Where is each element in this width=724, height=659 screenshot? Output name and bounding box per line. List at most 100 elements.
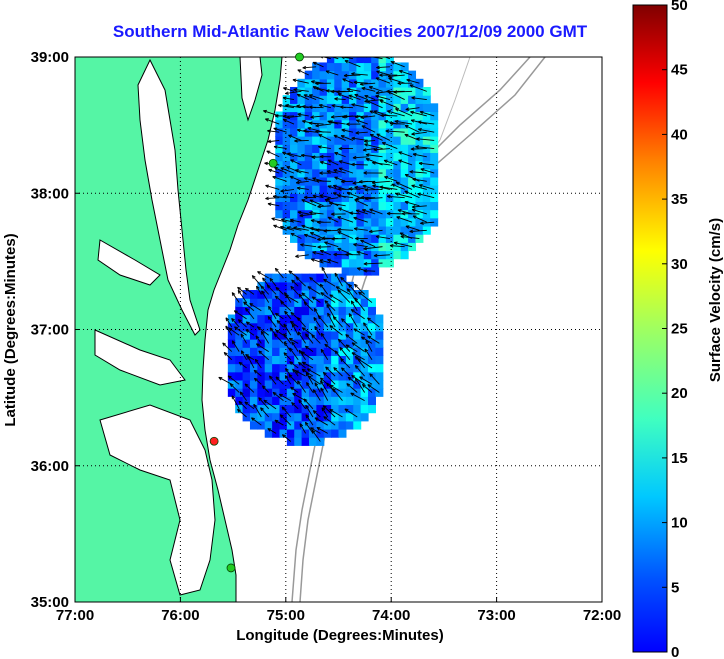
velocity-cell [371, 78, 380, 88]
velocity-arrow-head [305, 345, 309, 348]
velocity-arrow-head [323, 371, 327, 375]
velocity-arrow-head [373, 147, 378, 151]
velocity-arrow [350, 392, 365, 402]
velocity-arrow [283, 87, 295, 92]
velocity-arrow [298, 293, 306, 303]
velocity-arrow-head [346, 122, 350, 125]
velocity-cell [326, 103, 335, 113]
velocity-arrow [354, 186, 368, 190]
velocity-cell [331, 298, 340, 307]
velocity-arrow-head [272, 391, 277, 394]
velocity-arrow-head [245, 354, 250, 356]
velocity-cell [297, 201, 306, 211]
velocity-arrow-head [301, 292, 306, 295]
velocity-cell [282, 136, 291, 145]
velocity-arrow-head [323, 416, 328, 418]
velocity-arrow-head [352, 155, 357, 159]
colorbar [632, 4, 668, 653]
velocity-cell [275, 185, 284, 194]
velocity-arrow-head [416, 137, 420, 140]
velocity-arrow [302, 66, 317, 69]
velocity-arrow-head [411, 132, 415, 135]
velocity-cell [422, 152, 431, 162]
velocity-arrow-head [318, 145, 322, 148]
velocity-arrow [400, 236, 420, 239]
velocity-arrow [410, 148, 427, 150]
velocity-arrow-head [355, 131, 359, 134]
velocity-arrow [369, 373, 380, 385]
velocity-arrow [312, 61, 324, 68]
velocity-arrow [280, 167, 295, 174]
velocity-cell [249, 371, 258, 381]
velocity-arrow-head [317, 220, 321, 223]
velocity-cell [375, 314, 384, 324]
velocity-arrow [320, 161, 332, 166]
velocity-arrow-head [315, 179, 320, 182]
velocity-arrow-head [264, 161, 269, 164]
velocity-arrow [420, 168, 435, 174]
velocity-cell [371, 136, 380, 145]
velocity-arrow [338, 167, 354, 174]
velocity-arrow [292, 79, 309, 84]
velocity-arrow [251, 275, 262, 287]
velocity-arrow [375, 235, 390, 239]
velocity-arrow [231, 318, 240, 328]
velocity-arrow [411, 205, 427, 208]
velocity-cell [375, 330, 384, 340]
velocity-cell [264, 306, 273, 316]
velocity-arrow [287, 226, 302, 231]
velocity-arrow-head [245, 307, 249, 311]
velocity-cell [286, 298, 295, 307]
velocity-cell [290, 95, 298, 104]
velocity-arrow-head [355, 365, 359, 368]
velocity-cell [249, 298, 258, 307]
velocity-cell [275, 152, 284, 162]
velocity-arrow [253, 404, 262, 418]
velocity-arrow [280, 226, 295, 231]
velocity-cell [341, 57, 350, 64]
velocity-arrow [254, 377, 262, 385]
velocity-arrow-head [309, 277, 314, 279]
velocity-arrow [273, 127, 287, 133]
velocity-arrow [307, 368, 321, 377]
velocity-arrow [311, 296, 321, 303]
x-tick-label: 76:00 [161, 607, 199, 624]
velocity-arrow [288, 270, 299, 279]
velocity-cell [338, 396, 347, 406]
velocity-cell [282, 185, 291, 194]
velocity-arrow-head [295, 276, 300, 279]
velocity-arrow-head [319, 154, 324, 157]
velocity-arrow [290, 159, 302, 166]
velocity-arrow [318, 104, 331, 109]
velocity-cell [356, 127, 365, 137]
velocity-arrow-head [280, 300, 285, 303]
velocity-cell [326, 217, 335, 227]
velocity-arrow [267, 130, 280, 133]
velocity-cell [356, 78, 365, 88]
velocity-cell [393, 136, 402, 145]
velocity-arrow [364, 139, 376, 142]
velocity-arrow-head [278, 103, 282, 106]
velocity-cell [353, 420, 362, 430]
velocity-cell [334, 144, 343, 153]
velocity-arrow-head [262, 385, 266, 388]
velocity-cell [242, 388, 251, 397]
velocity-arrow [297, 187, 309, 190]
velocity-arrow-head [307, 286, 312, 288]
velocity-arrow-head [385, 129, 390, 132]
velocity-arrow [240, 333, 247, 344]
velocity-arrow [376, 66, 390, 69]
velocity-arrow [266, 284, 277, 295]
velocity-arrow-head [352, 181, 357, 184]
velocity-arrow-head [256, 343, 260, 345]
velocity-arrow [274, 333, 284, 344]
velocity-cell [319, 160, 328, 170]
velocity-cell [286, 437, 295, 446]
velocity-arrow-head [290, 285, 295, 289]
velocity-cell [304, 136, 313, 145]
velocity-arrow [323, 229, 339, 232]
velocity-arrow [282, 434, 292, 442]
velocity-arrow-head [409, 170, 414, 173]
velocity-cell [249, 379, 258, 389]
velocity-arrow-head [351, 136, 356, 139]
